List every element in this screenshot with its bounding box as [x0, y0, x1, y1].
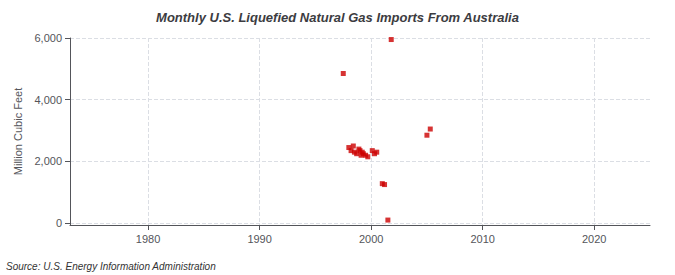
- svg-text:2000: 2000: [359, 233, 383, 245]
- svg-text:4,000: 4,000: [34, 94, 62, 106]
- svg-text:Million Cubic Feet: Million Cubic Feet: [12, 88, 24, 175]
- svg-text:2020: 2020: [582, 233, 606, 245]
- svg-text:Monthly U.S. Liquefied Natural: Monthly U.S. Liquefied Natural Gas Impor…: [156, 10, 519, 25]
- svg-text:Source: U.S. Energy Informatio: Source: U.S. Energy Information Administ…: [6, 261, 216, 272]
- svg-text:2,000: 2,000: [34, 155, 62, 167]
- svg-text:1990: 1990: [247, 233, 271, 245]
- svg-text:6,000: 6,000: [34, 32, 62, 44]
- svg-text:0: 0: [56, 217, 62, 229]
- svg-text:1980: 1980: [136, 233, 160, 245]
- svg-text:2010: 2010: [470, 233, 494, 245]
